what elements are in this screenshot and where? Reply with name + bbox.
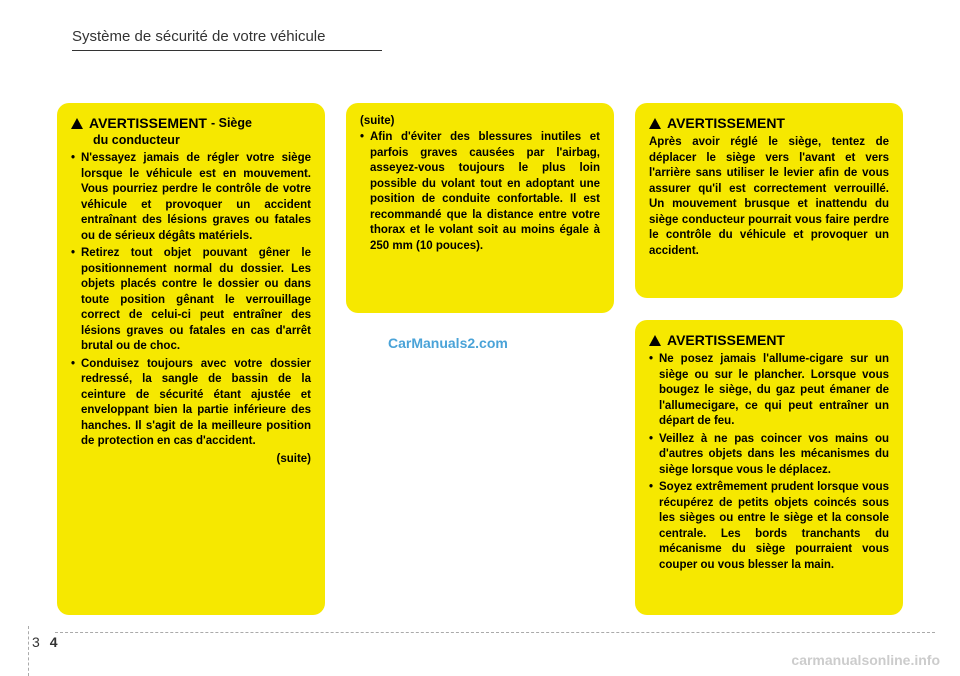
warning-box-lighter: AVERTISSEMENT Ne posez jamais l'allume-c… xyxy=(635,320,903,615)
warning-body: Ne posez jamais l'allume-cigare sur un s… xyxy=(649,352,889,573)
bullet-item: Conduisez toujours avec votre dossier re… xyxy=(71,357,311,450)
page-num-right: 4 xyxy=(50,634,58,650)
warning-title: AVERTISSEMENT xyxy=(667,332,785,348)
warning-subtitle2: du conducteur xyxy=(93,133,311,147)
warning-header: AVERTISSEMENT xyxy=(649,115,889,131)
warning-header: AVERTISSEMENT - Siège xyxy=(71,115,311,131)
warning-header: AVERTISSEMENT xyxy=(649,332,889,348)
warning-triangle-icon xyxy=(649,118,661,129)
bullet-item: N'essayez jamais de régler votre siège l… xyxy=(71,151,311,244)
warning-box-seat-adjust: AVERTISSEMENT Après avoir réglé le siège… xyxy=(635,103,903,298)
warning-body: N'essayez jamais de régler votre siège l… xyxy=(71,151,311,450)
suite-top-label: (suite) xyxy=(360,115,600,127)
dashed-line xyxy=(55,632,935,633)
suite-label: (suite) xyxy=(71,453,311,465)
bullet-item: Veillez à ne pas coincer vos mains ou d'… xyxy=(649,432,889,479)
dashed-vertical xyxy=(28,626,29,676)
warning-body: Afin d'éviter des blessures inutiles et … xyxy=(360,130,600,254)
page-num-left: 3 xyxy=(32,634,40,650)
warning-body: Après avoir réglé le siège, tentez de dé… xyxy=(649,135,889,259)
warning-subtitle-inline: - Siège xyxy=(211,116,252,130)
warning-title: AVERTISSEMENT xyxy=(89,115,207,131)
warning-triangle-icon xyxy=(649,335,661,346)
warning-box-siege: AVERTISSEMENT - Siège du conducteur N'es… xyxy=(57,103,325,615)
bullet-item: Afin d'éviter des blessures inutiles et … xyxy=(360,130,600,254)
page-title: Système de sécurité de votre véhicule xyxy=(72,28,325,45)
title-underline xyxy=(72,50,382,51)
watermark-center: CarManuals2.com xyxy=(388,335,508,351)
page-number: 3 4 xyxy=(32,634,57,650)
bullet-item: Ne posez jamais l'allume-cigare sur un s… xyxy=(649,352,889,430)
warning-triangle-icon xyxy=(71,118,83,129)
warning-box-suite: (suite) Afin d'éviter des blessures inut… xyxy=(346,103,614,313)
bullet-item: Retirez tout objet pouvant gêner le posi… xyxy=(71,246,311,355)
bullet-item: Soyez extrêmement prudent lorsque vous r… xyxy=(649,480,889,573)
warning-title: AVERTISSEMENT xyxy=(667,115,785,131)
watermark-bottom: carmanualsonline.info xyxy=(791,652,940,668)
